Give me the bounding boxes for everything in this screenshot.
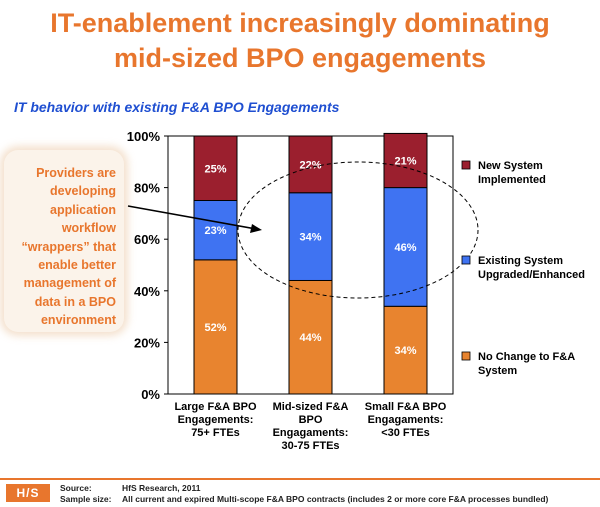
- bar-segment: [288, 192, 333, 281]
- hfs-logo: H/S: [6, 484, 50, 502]
- category-label: BPO: [299, 414, 323, 426]
- category-label: Engagaments:: [273, 427, 349, 439]
- footer-divider: [0, 478, 600, 480]
- bar-value-label: 23%: [204, 225, 226, 237]
- bar-value-label: 46%: [394, 242, 416, 254]
- category-label: Large F&A BPO: [174, 401, 257, 413]
- legend-label: Upgraded/Enhanced: [478, 269, 585, 281]
- category-label: Engagements:: [178, 414, 254, 426]
- category-label: Mid-sized F&A: [273, 401, 349, 413]
- legend-label: Implemented: [478, 174, 546, 186]
- legend-label: New System: [478, 160, 543, 172]
- bar-segment: [288, 279, 333, 395]
- callout-arrow-line: [127, 205, 257, 230]
- legend-swatch: [461, 255, 471, 265]
- bar-value-label: 22%: [299, 159, 321, 171]
- y-tick-label: 20%: [134, 335, 160, 350]
- title-line-2: mid-sized BPO engagements: [113, 43, 487, 73]
- y-tick-label: 0%: [141, 387, 160, 402]
- page-title: IT-enablement increasingly dominating mi…: [0, 6, 600, 76]
- bar-value-label: 44%: [299, 332, 321, 344]
- legend-swatch: [461, 351, 471, 361]
- bar-value-label: 34%: [394, 345, 416, 357]
- bar-value-label: 25%: [204, 163, 226, 175]
- bar-segment: [383, 305, 428, 395]
- bar-segment: [383, 187, 428, 307]
- legend-label: No Change to F&A: [478, 351, 575, 363]
- sample-size-label: Sample size:: [60, 494, 112, 504]
- y-tick-label: 60%: [134, 232, 160, 247]
- category-label: Small F&A BPO: [365, 401, 447, 413]
- legend-label: Existing System: [478, 255, 563, 267]
- callout-text: Providers are developing application wor…: [21, 166, 116, 328]
- category-label: 75+ FTEs: [191, 427, 240, 439]
- bar-segment: [193, 200, 238, 261]
- sample-size-value: All current and expired Multi-scope F&A …: [122, 494, 549, 504]
- callout-box: Providers are developing application wor…: [4, 150, 124, 332]
- source-value: HfS Research, 2011: [122, 483, 201, 493]
- source-label: Source:: [60, 483, 92, 493]
- bar-segment: [193, 135, 238, 201]
- y-tick-label: 40%: [134, 284, 160, 299]
- bar-value-label: 52%: [204, 322, 226, 334]
- legend-label: System: [478, 365, 517, 377]
- y-tick-label: 100%: [127, 129, 161, 144]
- callout-arrowhead: [250, 224, 262, 233]
- highlight-ellipse: [237, 161, 479, 299]
- category-label: Engagaments:: [368, 414, 444, 426]
- bar-segment: [383, 132, 428, 189]
- bar-segment: [288, 135, 333, 194]
- category-label: <30 FTEs: [381, 427, 430, 439]
- bar-value-label: 21%: [394, 156, 416, 168]
- chart-subtitle: IT behavior with existing F&A BPO Engage…: [14, 99, 340, 115]
- bar-value-label: 34%: [299, 232, 321, 244]
- bar-segment: [193, 259, 238, 395]
- title-line-1: IT-enablement increasingly dominating: [50, 8, 550, 38]
- stacked-bar-chart: 0% 20% 40% 60% 80% 100% 52% 23% 25% Large F&A BPO…: [127, 129, 585, 452]
- category-label: 30-75 FTEs: [281, 440, 339, 452]
- y-tick-label: 80%: [134, 181, 160, 196]
- legend-swatch: [461, 160, 471, 170]
